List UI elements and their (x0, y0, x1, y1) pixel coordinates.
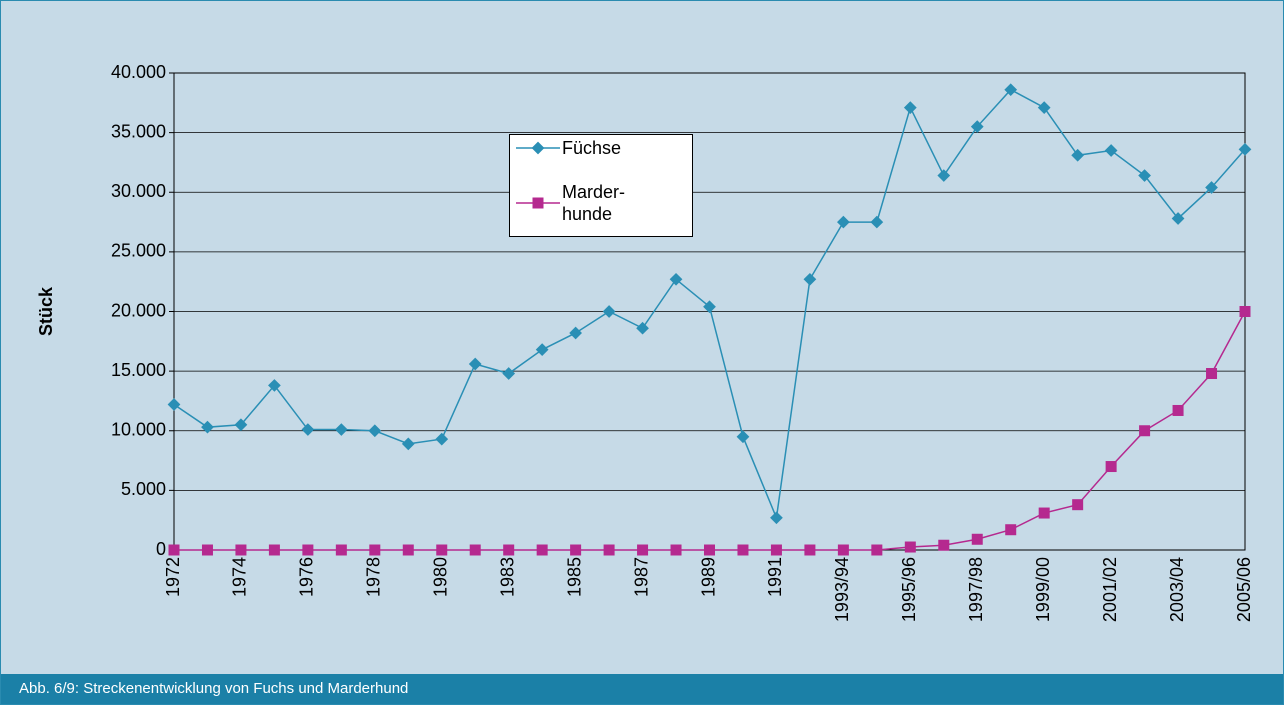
point (1138, 169, 1151, 182)
x-tick-label: 1987 (631, 557, 651, 597)
y-tick-label: 0 (156, 539, 166, 559)
legend: Füchse Marder-hunde (509, 134, 693, 237)
point (570, 544, 582, 556)
point (369, 544, 381, 556)
point (531, 141, 545, 155)
point (903, 101, 917, 114)
point (536, 544, 548, 556)
point (435, 432, 449, 446)
legend-swatch (516, 197, 560, 209)
point (1172, 404, 1184, 416)
x-tick-label: 1972 (163, 557, 183, 597)
point (770, 511, 783, 525)
legend-swatch (516, 141, 560, 155)
point (1104, 144, 1118, 157)
y-tick-label: 5.000 (121, 479, 166, 499)
caption: Abb. 6/9: Streckenentwicklung von Fuchs … (1, 674, 1283, 704)
point (870, 215, 884, 229)
point (1037, 101, 1051, 114)
point (201, 420, 214, 434)
point (803, 272, 817, 286)
y-tick-label: 15.000 (111, 360, 166, 380)
x-tick-label: 1995/96 (899, 557, 919, 622)
x-tick-label: 2005/06 (1234, 557, 1254, 622)
point (1038, 507, 1050, 519)
x-tick-label: 1999/00 (1033, 557, 1053, 622)
point (637, 544, 649, 556)
legend-entry: Füchse (514, 137, 632, 159)
point (837, 544, 849, 556)
point (1105, 461, 1117, 473)
point (904, 541, 916, 553)
y-tick-label: 20.000 (111, 300, 166, 320)
point (402, 544, 414, 556)
x-tick-label: 1993/94 (832, 557, 852, 622)
point (503, 544, 515, 556)
point (334, 423, 348, 436)
x-tick-label: 1997/98 (966, 557, 986, 622)
point (302, 544, 314, 556)
point (937, 169, 951, 182)
x-tick-label: 1976 (297, 557, 317, 597)
point (1139, 425, 1151, 437)
point (1206, 368, 1218, 380)
point (532, 197, 544, 209)
point (368, 424, 382, 438)
x-tick-label: 1974 (230, 557, 250, 597)
point (670, 544, 682, 556)
legend-label: Füchse (562, 138, 622, 158)
point (569, 326, 582, 340)
x-tick-label: 1991 (765, 557, 785, 597)
point (871, 544, 883, 556)
point (268, 544, 280, 556)
x-tick-label: 2001/02 (1100, 557, 1120, 622)
point (502, 367, 516, 380)
x-tick-label: 1983 (497, 557, 517, 597)
point (235, 544, 247, 556)
x-tick-label: 1978 (364, 557, 384, 597)
point (1239, 306, 1251, 317)
y-axis-label: Stück (36, 286, 56, 336)
point (971, 533, 983, 545)
point (603, 544, 615, 556)
point (468, 357, 482, 371)
point (938, 539, 950, 551)
point (704, 544, 715, 556)
point (168, 544, 180, 556)
point (401, 437, 415, 451)
point (234, 418, 248, 432)
point (167, 398, 181, 411)
point (201, 544, 213, 556)
point (602, 305, 616, 318)
point (837, 215, 850, 229)
y-tick-label: 10.000 (111, 420, 166, 440)
y-tick-label: 35.000 (111, 121, 166, 141)
y-tick-label: 30.000 (111, 181, 166, 201)
point (535, 343, 549, 357)
point (1005, 524, 1017, 536)
point (770, 544, 782, 556)
point (636, 321, 649, 335)
point (268, 379, 281, 392)
point (804, 544, 816, 556)
y-tick-label: 40.000 (111, 62, 166, 82)
point (335, 544, 347, 556)
point (301, 423, 315, 436)
x-tick-label: 2003/04 (1167, 557, 1187, 622)
legend-label: Marder-hunde (562, 182, 626, 224)
x-tick-label: 1980 (431, 557, 451, 597)
point (737, 544, 749, 556)
point (1071, 148, 1085, 162)
point (1072, 499, 1084, 511)
point (436, 544, 448, 556)
x-tick-label: 1989 (698, 557, 718, 597)
y-tick-label: 25.000 (111, 241, 166, 261)
legend-entry: Marder-hunde (514, 181, 632, 225)
point (469, 544, 481, 556)
point (736, 430, 750, 444)
x-tick-label: 1985 (564, 557, 584, 597)
